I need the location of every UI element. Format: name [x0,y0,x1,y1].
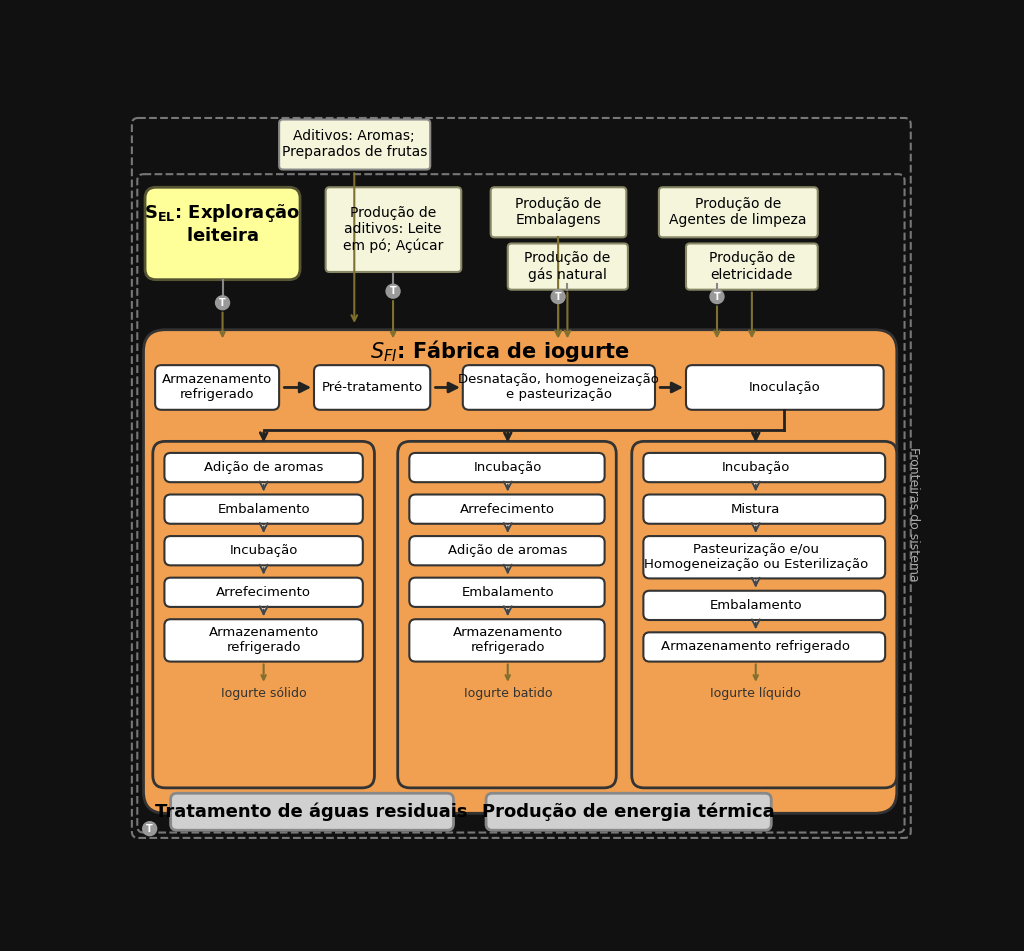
FancyBboxPatch shape [632,441,897,787]
FancyBboxPatch shape [165,577,362,607]
FancyBboxPatch shape [155,365,280,410]
Text: Armazenamento
refrigerado: Armazenamento refrigerado [209,627,318,654]
FancyBboxPatch shape [165,495,362,524]
FancyBboxPatch shape [658,187,818,238]
Text: T: T [714,292,720,301]
Circle shape [551,290,565,303]
Text: Armazenamento
refrigerado: Armazenamento refrigerado [453,627,563,654]
FancyBboxPatch shape [165,453,362,482]
Text: Arrefecimento: Arrefecimento [460,503,555,515]
FancyBboxPatch shape [486,793,771,830]
FancyBboxPatch shape [171,793,454,830]
Circle shape [386,284,400,299]
Text: T: T [146,824,153,834]
Text: Incubação: Incubação [473,461,542,474]
FancyBboxPatch shape [410,577,604,607]
Text: Produção de
eletricidade: Produção de eletricidade [709,251,795,281]
Text: Iogurte líquido: Iogurte líquido [711,688,801,701]
FancyBboxPatch shape [490,187,627,238]
Text: Arrefecimento: Arrefecimento [216,586,311,599]
Text: $\mathbf{leiteira}$: $\mathbf{leiteira}$ [186,226,259,244]
Text: Armazenamento
refrigerado: Armazenamento refrigerado [162,374,272,401]
Text: Adição de aromas: Adição de aromas [449,544,567,557]
FancyBboxPatch shape [145,187,300,280]
FancyBboxPatch shape [508,243,628,290]
Text: Adição de aromas: Adição de aromas [204,461,324,474]
FancyBboxPatch shape [165,619,362,662]
Text: Produção de energia térmica: Produção de energia térmica [482,803,775,821]
Text: Tratamento de águas residuais: Tratamento de águas residuais [156,803,468,821]
Text: Iogurte batido: Iogurte batido [464,688,552,701]
Text: Armazenamento refrigerado: Armazenamento refrigerado [662,640,850,653]
Text: Produção de
gás natural: Produção de gás natural [524,251,610,282]
FancyBboxPatch shape [686,365,884,410]
Text: Pasteurização e/ou
Homogeneização ou Esterilização: Pasteurização e/ou Homogeneização ou Est… [644,543,868,572]
Text: Incubação: Incubação [229,544,298,557]
Text: Inoculação: Inoculação [749,381,820,394]
Text: Embalamento: Embalamento [217,503,310,515]
Text: Mistura: Mistura [731,503,780,515]
FancyBboxPatch shape [410,536,604,565]
Text: $S_{FI}$: Fábrica de iogurte: $S_{FI}$: Fábrica de iogurte [370,338,630,363]
FancyBboxPatch shape [326,187,461,272]
Text: T: T [555,292,561,301]
FancyBboxPatch shape [686,243,818,290]
FancyBboxPatch shape [643,536,885,578]
Circle shape [216,296,229,310]
FancyBboxPatch shape [643,591,885,620]
Text: Desnatação, homogeneização
e pasteurização: Desnatação, homogeneização e pasteurizaç… [459,374,659,401]
FancyBboxPatch shape [643,453,885,482]
Text: T: T [390,286,396,296]
FancyBboxPatch shape [410,453,604,482]
FancyBboxPatch shape [314,365,430,410]
Text: Produção de
aditivos: Leite
em pó; Açúcar: Produção de aditivos: Leite em pó; Açúca… [343,206,443,253]
FancyBboxPatch shape [143,330,897,813]
FancyBboxPatch shape [153,441,375,787]
Text: Pré-tratamento: Pré-tratamento [322,381,423,394]
Text: $\mathbf{S_{EL}}$: Exploração: $\mathbf{S_{EL}}$: Exploração [144,202,301,223]
Circle shape [142,822,157,836]
FancyBboxPatch shape [410,619,604,662]
FancyBboxPatch shape [643,495,885,524]
Text: Produção de
Agentes de limpeza: Produção de Agentes de limpeza [669,197,807,227]
Text: Produção de
Embalagens: Produção de Embalagens [515,197,601,227]
FancyBboxPatch shape [165,536,362,565]
Text: T: T [219,298,226,308]
Text: Embalamento: Embalamento [710,599,802,611]
FancyBboxPatch shape [280,120,430,169]
Text: Fronteiras do sistema: Fronteiras do sistema [906,447,920,582]
FancyBboxPatch shape [410,495,604,524]
Text: Iogurte sólido: Iogurte sólido [221,688,306,701]
FancyBboxPatch shape [643,632,885,662]
FancyBboxPatch shape [463,365,655,410]
Text: Incubação: Incubação [722,461,790,474]
Circle shape [710,290,724,303]
Text: Embalamento: Embalamento [462,586,554,599]
Text: Aditivos: Aromas;
Preparados de frutas: Aditivos: Aromas; Preparados de frutas [282,129,427,159]
FancyBboxPatch shape [397,441,616,787]
